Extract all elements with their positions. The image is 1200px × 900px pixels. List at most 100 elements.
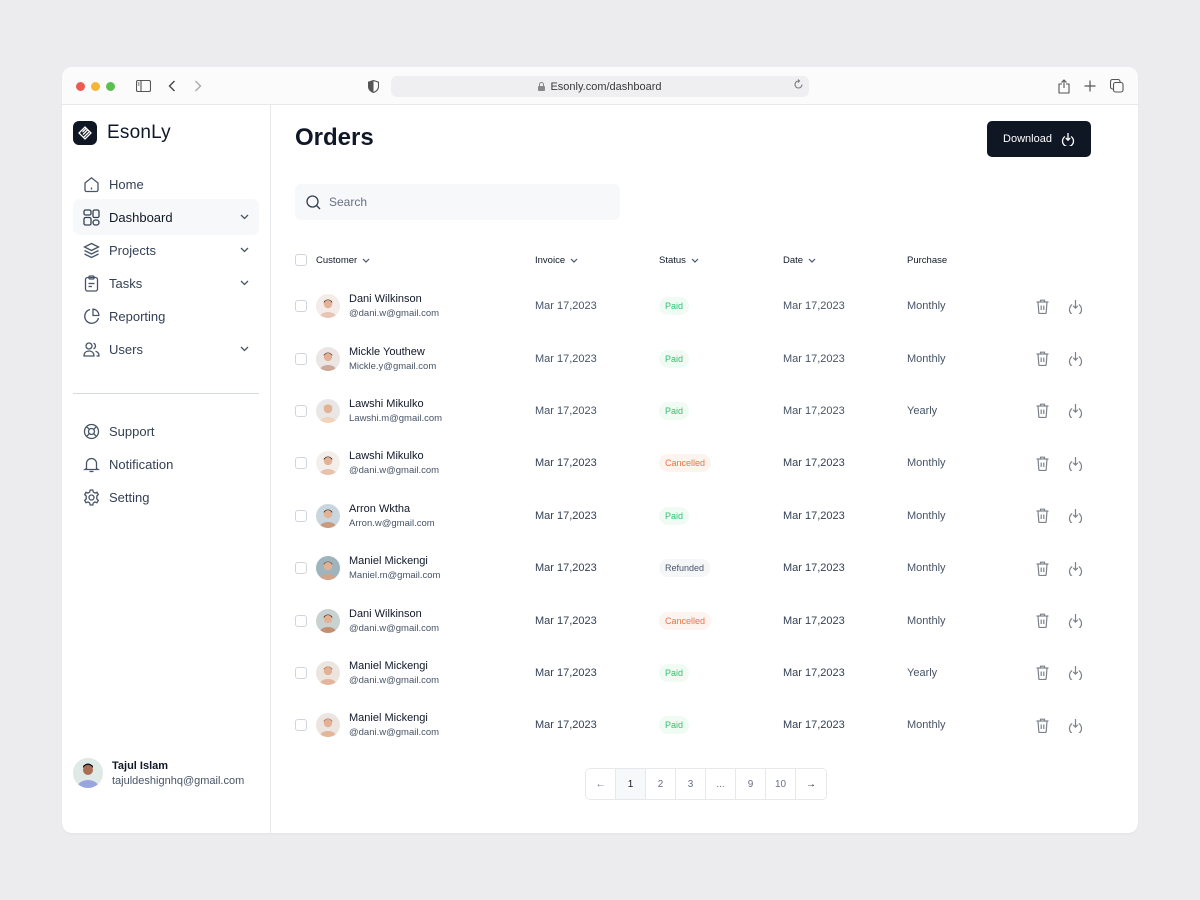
column-label: Date	[783, 254, 804, 266]
sidebar: EsonLy Home Dashboard Projects	[62, 105, 271, 833]
page-button-3[interactable]: 3	[676, 769, 706, 799]
primary-nav: Home Dashboard Projects Tasks	[73, 166, 259, 364]
reload-icon[interactable]	[793, 79, 804, 90]
download-icon[interactable]	[1067, 351, 1083, 367]
download-icon[interactable]	[1067, 560, 1083, 576]
sidebar-item-support[interactable]: Support	[73, 413, 259, 449]
order-date: Mar 17,2023	[783, 562, 845, 575]
chevron-down-icon[interactable]	[240, 346, 249, 352]
row-checkbox[interactable]	[295, 352, 307, 365]
sidebar-item-reporting[interactable]: Reporting	[73, 298, 259, 334]
delete-icon[interactable]	[1034, 351, 1050, 367]
chevron-down-icon	[691, 258, 699, 263]
download-icon[interactable]	[1067, 403, 1083, 419]
privacy-shield-icon[interactable]	[364, 77, 382, 95]
row-checkbox[interactable]	[295, 614, 307, 627]
chevron-down-icon[interactable]	[240, 280, 249, 286]
sidebar-item-label: Dashboard	[109, 209, 173, 225]
back-icon[interactable]	[163, 77, 181, 95]
sidebar-item-dashboard[interactable]: Dashboard	[73, 199, 259, 235]
lifebuoy-icon	[82, 422, 100, 440]
sidebar-item-home[interactable]: Home	[73, 166, 259, 202]
sidebar-item-label: Notification	[109, 456, 174, 472]
customer-name: Dani Wilkinson	[349, 293, 422, 306]
column-header-date[interactable]: Date	[783, 255, 907, 266]
invoice-date: Mar 17,2023	[535, 457, 597, 470]
url-text: Esonly.com/dashboard	[550, 80, 662, 93]
customer-name: Dani Wilkinson	[349, 607, 422, 620]
delete-icon[interactable]	[1034, 717, 1050, 733]
sidebar-item-label: Projects	[109, 242, 156, 258]
page-button-2[interactable]: 2	[646, 769, 676, 799]
customer-email: @dani.w@gmail.com	[349, 465, 440, 477]
download-icon[interactable]	[1067, 455, 1083, 471]
tab-overview-icon[interactable]	[1108, 77, 1126, 95]
chevron-down-icon[interactable]	[240, 214, 249, 220]
sidebar-item-users[interactable]: Users	[73, 331, 259, 367]
maximize-window-button[interactable]	[106, 82, 115, 91]
invoice-date: Mar 17,2023	[535, 614, 597, 627]
page-button-10[interactable]: 10	[766, 769, 796, 799]
search-icon	[306, 194, 321, 210]
status-badge: Refunded	[659, 559, 711, 578]
customer-name: Arron Wktha	[349, 502, 411, 515]
sidebar-toggle-icon[interactable]	[134, 77, 152, 95]
column-header-status[interactable]: Status	[659, 255, 783, 266]
user-profile[interactable]: Tajul Islam tajuldeshignhq@gmail.com	[73, 758, 244, 788]
sidebar-item-setting[interactable]: Setting	[73, 479, 259, 515]
close-window-button[interactable]	[76, 82, 85, 91]
sidebar-item-notification[interactable]: Notification	[73, 446, 259, 482]
browser-toolbar: Esonly.com/dashboard	[62, 67, 1138, 105]
customer-email: Arron.w@gmail.com	[349, 517, 435, 529]
order-date: Mar 17,2023	[783, 666, 845, 679]
delete-icon[interactable]	[1034, 403, 1050, 419]
row-checkbox[interactable]	[295, 404, 307, 417]
row-checkbox[interactable]	[295, 300, 307, 313]
delete-icon[interactable]	[1034, 455, 1050, 471]
invoice-date: Mar 17,2023	[535, 352, 597, 365]
avatar	[316, 713, 340, 738]
row-checkbox[interactable]	[295, 719, 307, 732]
chevron-down-icon[interactable]	[240, 247, 249, 253]
download-icon[interactable]	[1067, 665, 1083, 681]
sidebar-item-projects[interactable]: Projects	[73, 232, 259, 268]
customer-name: Lawshi Mikulko	[349, 397, 424, 410]
avatar	[316, 660, 340, 685]
pagination: ← 1 2 3 ... 9 10 →	[585, 768, 827, 800]
pie-chart-icon	[82, 307, 100, 325]
download-icon[interactable]	[1067, 613, 1083, 629]
download-icon[interactable]	[1067, 717, 1083, 733]
search-input[interactable]	[329, 195, 589, 209]
delete-icon[interactable]	[1034, 298, 1050, 314]
row-checkbox[interactable]	[295, 562, 307, 575]
table-row: Lawshi Mikulko @dani.w@gmail.com Mar 17,…	[295, 437, 1095, 489]
next-page-button[interactable]: →	[796, 769, 826, 799]
download-icon[interactable]	[1067, 298, 1083, 314]
delete-icon[interactable]	[1034, 560, 1050, 576]
page-button-1[interactable]: 1	[616, 769, 646, 799]
delete-icon[interactable]	[1034, 665, 1050, 681]
new-tab-icon[interactable]	[1081, 77, 1099, 95]
row-checkbox[interactable]	[295, 457, 307, 470]
column-header-customer[interactable]: Customer	[316, 255, 535, 266]
brand[interactable]: EsonLy	[73, 121, 171, 145]
sidebar-item-tasks[interactable]: Tasks	[73, 265, 259, 301]
share-icon[interactable]	[1055, 77, 1073, 95]
row-checkbox[interactable]	[295, 509, 307, 522]
table-row: Lawshi Mikulko Lawshi.m@gmail.com Mar 17…	[295, 385, 1095, 437]
prev-page-button[interactable]: ←	[586, 769, 616, 799]
download-icon[interactable]	[1067, 508, 1083, 524]
page-button-9[interactable]: 9	[736, 769, 766, 799]
column-header-invoice[interactable]: Invoice	[535, 255, 659, 266]
row-checkbox[interactable]	[295, 666, 307, 679]
delete-icon[interactable]	[1034, 613, 1050, 629]
delete-icon[interactable]	[1034, 508, 1050, 524]
forward-icon[interactable]	[189, 77, 207, 95]
minimize-window-button[interactable]	[91, 82, 100, 91]
search-field[interactable]	[295, 184, 620, 220]
grid-icon	[82, 208, 100, 226]
select-all-checkbox[interactable]	[295, 254, 307, 266]
download-button[interactable]: Download	[987, 121, 1091, 157]
browser-window: Esonly.com/dashboard EsonLy	[62, 67, 1138, 833]
address-bar[interactable]: Esonly.com/dashboard	[391, 76, 809, 97]
